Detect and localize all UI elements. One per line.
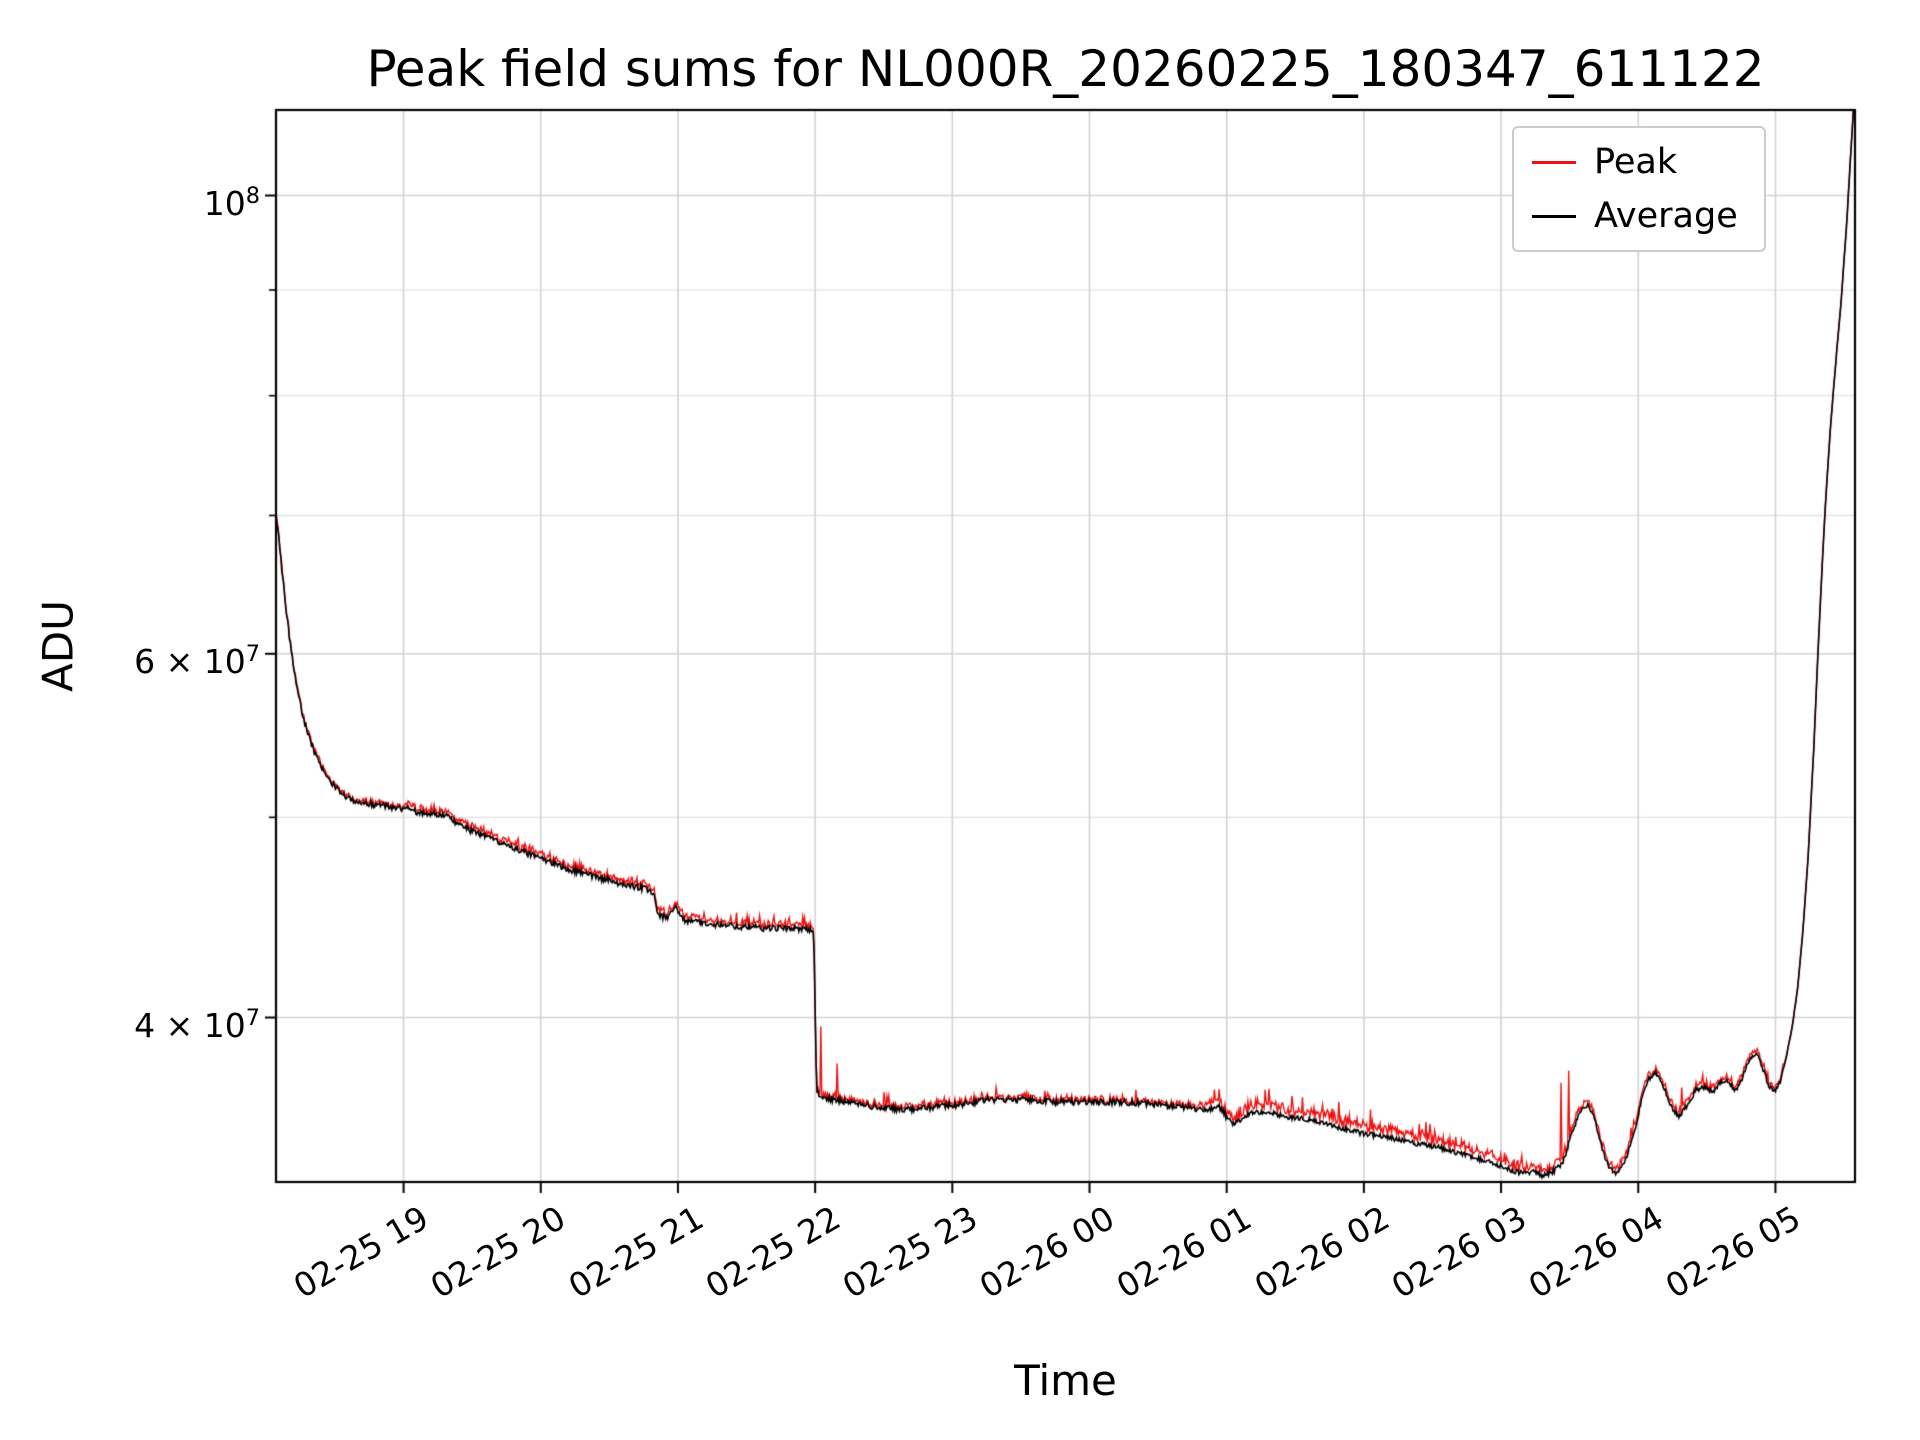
legend-item-peak: Peak xyxy=(1532,142,1738,182)
peak-line-swatch xyxy=(1532,160,1576,164)
average-line-swatch xyxy=(1532,214,1576,218)
legend: Peak Average xyxy=(1512,126,1766,252)
x-axis-label: Time xyxy=(1014,1356,1117,1405)
y-tick-label: 108 xyxy=(203,182,260,223)
legend-label-peak: Peak xyxy=(1594,142,1678,182)
legend-label-average: Average xyxy=(1594,196,1738,236)
legend-item-average: Average xyxy=(1532,196,1738,236)
chart-title: Peak field sums for NL000R_20260225_1803… xyxy=(366,40,1765,98)
y-tick-label: 6 × 107 xyxy=(134,640,260,681)
y-tick-label: 4 × 107 xyxy=(134,1004,260,1045)
y-axis-label: ADU xyxy=(33,600,83,692)
